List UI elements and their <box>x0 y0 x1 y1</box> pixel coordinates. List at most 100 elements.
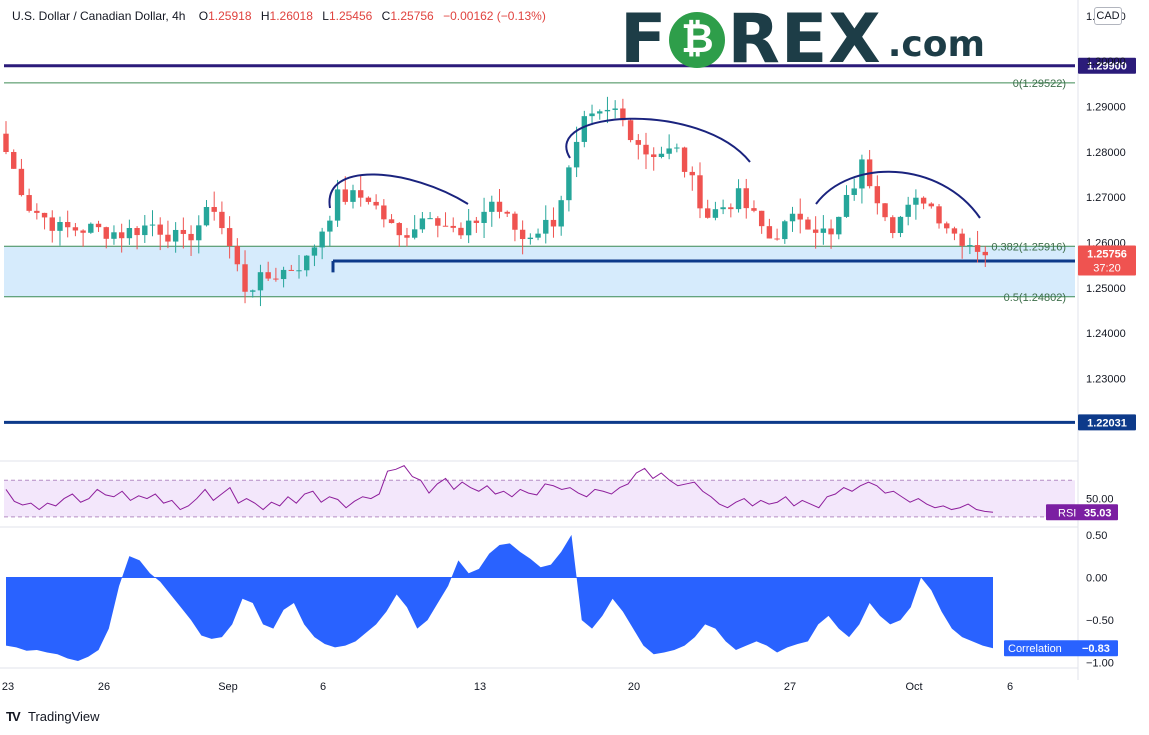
candle-body <box>373 201 379 206</box>
candle-body <box>473 220 480 223</box>
symbol-title[interactable]: U.S. Dollar / Canadian Dollar, 4h <box>12 9 186 23</box>
candle-body <box>419 218 426 230</box>
logo-text-f: F <box>620 0 668 79</box>
candle-body <box>149 224 156 226</box>
price-axis-tick-label: 1.25000 <box>1086 283 1126 295</box>
candle-body <box>527 237 534 240</box>
candle-body <box>41 212 48 218</box>
price-axis-tick-label: 1.23000 <box>1086 373 1126 385</box>
tradingview-logo-icon: TV <box>6 709 21 724</box>
candle-body <box>304 255 310 271</box>
candle-body <box>57 221 63 231</box>
open-label: O <box>198 9 209 23</box>
pattern-arc-annotation <box>328 173 469 209</box>
candle-body <box>789 213 796 222</box>
last-price-value: 1.25756 <box>1087 249 1127 261</box>
candle-body <box>327 220 333 232</box>
candle-body <box>758 210 765 227</box>
candle-body <box>874 186 881 204</box>
candle-body <box>797 213 803 220</box>
candle-body <box>273 278 279 280</box>
candle-body <box>319 231 325 248</box>
candle-body <box>751 208 757 211</box>
rsi-band <box>4 480 1075 517</box>
candle-body <box>134 228 140 236</box>
candle-body <box>597 111 603 114</box>
candle-body <box>358 190 364 198</box>
candle-body <box>18 168 25 196</box>
last-price-tag <box>1078 245 1136 276</box>
close-label: C <box>381 9 391 23</box>
candle-body <box>635 140 641 145</box>
price-axis-tick-label: 1.27000 <box>1086 192 1126 204</box>
candle-body <box>774 238 780 240</box>
correlation-value-tag <box>1004 640 1118 657</box>
candle-body <box>95 223 102 228</box>
low-value: 1.25456 <box>328 9 373 23</box>
candle-body <box>535 233 541 238</box>
symbol-header: U.S. Dollar / Canadian Dollar, 4h O1.259… <box>12 9 552 23</box>
candle-body <box>396 223 402 236</box>
candle-body <box>951 228 958 234</box>
candle-body <box>712 209 719 218</box>
candle-body <box>288 269 295 271</box>
candle-body <box>890 217 896 234</box>
price-level-tag <box>1078 414 1136 431</box>
candle-body <box>242 264 248 292</box>
candle-body <box>674 147 680 149</box>
candle-body <box>905 204 911 217</box>
candle-body <box>49 217 55 231</box>
close-value: 1.25756 <box>390 9 434 23</box>
logo-o-icon <box>669 12 726 68</box>
candle-body <box>913 197 919 205</box>
fib-level-label: 0.382(1.25916) <box>991 241 1066 253</box>
low-label: L <box>322 9 329 23</box>
tradingview-footer[interactable]: TV TradingView <box>6 709 100 724</box>
candle-body <box>381 205 387 220</box>
candle-body <box>118 232 125 239</box>
candle-body <box>766 226 773 239</box>
correlation-last-value: −0.83 <box>1082 643 1110 655</box>
forex-logo: FREX.com <box>620 5 985 75</box>
candle-body <box>450 225 456 228</box>
price-level-tag-text: 1.22031 <box>1087 417 1127 429</box>
rsi-series-label: RSI <box>1058 507 1076 519</box>
candle-body <box>805 219 811 230</box>
open-value: 1.25918 <box>208 9 252 23</box>
candle-body <box>897 216 904 234</box>
price-axis-tick-label: 1.29000 <box>1086 102 1126 114</box>
candle-body <box>959 233 965 246</box>
candle-body <box>72 227 79 231</box>
candle-body <box>111 232 117 239</box>
fib-level-label: 0.5(1.24802) <box>1004 292 1066 304</box>
change-value: −0.00162 (−0.13%) <box>443 9 546 23</box>
candle-body <box>512 213 518 230</box>
high-label: H <box>260 9 270 23</box>
candle-body <box>64 221 71 228</box>
candle-body <box>743 188 749 209</box>
correlation-series-label: Correlation <box>1008 643 1062 655</box>
fib-level-label: 0(1.29522) <box>1013 78 1066 90</box>
candle-body <box>481 211 487 223</box>
candle-body <box>735 188 742 210</box>
candle-body <box>589 113 595 117</box>
candle-body <box>550 219 557 227</box>
candle-body <box>280 269 287 280</box>
time-axis-tick-label: 6 <box>1007 681 1013 693</box>
correlation-area <box>6 534 993 662</box>
rsi-line <box>5 465 994 513</box>
rsi-axis-tick-label: 50.00 <box>1086 494 1114 506</box>
candle-body <box>427 218 433 220</box>
support-zone <box>4 246 1075 297</box>
correlation-axis-tick-label: −1.00 <box>1086 658 1114 670</box>
candle-body <box>496 201 503 212</box>
candle-body <box>265 272 271 279</box>
price-level-tag-text: 1.29900 <box>1087 61 1127 73</box>
candle-body <box>944 223 950 229</box>
candle-body <box>836 216 842 235</box>
currency-button[interactable]: CAD <box>1094 7 1122 25</box>
candle-body <box>172 229 179 242</box>
candle-body <box>843 194 850 217</box>
candle-body <box>543 219 549 234</box>
